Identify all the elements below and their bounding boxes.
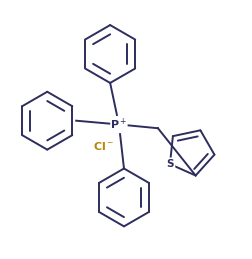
Circle shape (110, 116, 127, 133)
Text: S: S (166, 159, 173, 169)
Text: Cl$^-$: Cl$^-$ (93, 140, 114, 152)
Text: P$^+$: P$^+$ (110, 117, 127, 132)
